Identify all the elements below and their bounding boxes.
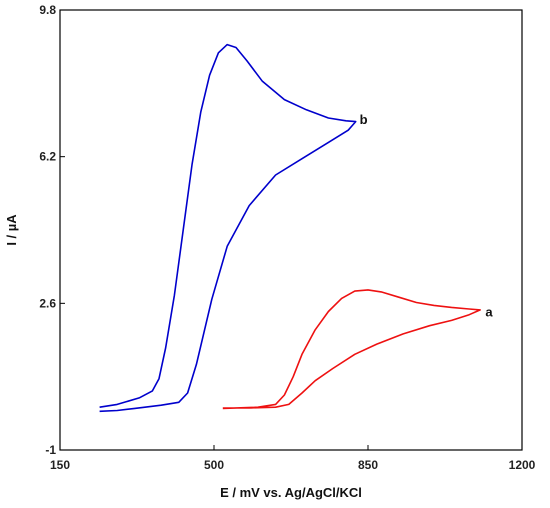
- curve-labels: ba: [360, 112, 494, 319]
- y-tick-label: -1: [45, 443, 56, 457]
- x-axis-title: E / mV vs. Ag/AgCl/KCl: [220, 485, 362, 500]
- curve-label-a: a: [485, 304, 493, 319]
- y-tick-label: 2.6: [39, 296, 56, 310]
- x-tick-label: 150: [50, 458, 70, 472]
- series-line-b: [99, 43, 357, 413]
- x-tick-label: 1200: [509, 458, 536, 472]
- x-tick-label: 850: [358, 458, 378, 472]
- y-tick-label: 6.2: [39, 150, 56, 164]
- series-line-a: [222, 289, 481, 410]
- x-axis-ticks: 150 500 850 1200: [50, 445, 536, 472]
- x-tick-label: 500: [204, 458, 224, 472]
- series-layer: [99, 43, 481, 413]
- curve-label-b: b: [360, 112, 368, 127]
- y-axis-ticks: -1 2.6 6.2 9.8: [39, 3, 65, 457]
- y-axis-title: I / µA: [4, 214, 19, 246]
- plot-frame: [59, 9, 523, 451]
- y-tick-label: 9.8: [39, 3, 56, 17]
